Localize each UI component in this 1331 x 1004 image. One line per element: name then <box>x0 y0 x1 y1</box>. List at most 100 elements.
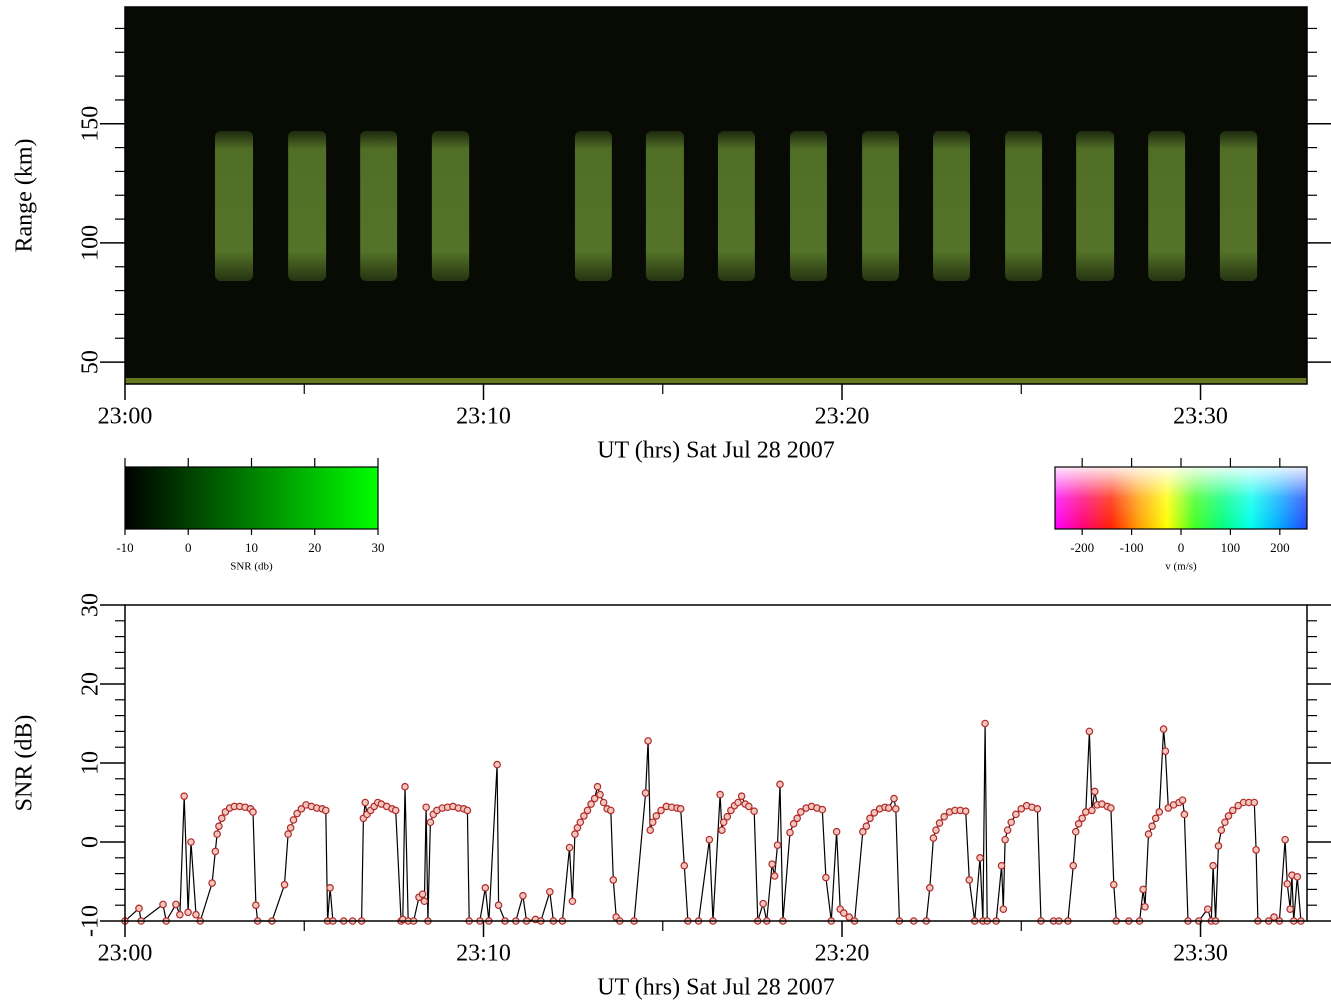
snr-point <box>590 794 599 803</box>
snr-point <box>981 719 989 728</box>
snr-point <box>1250 798 1259 807</box>
snr-point <box>249 808 257 816</box>
snr-point <box>286 823 295 832</box>
snr-point <box>580 812 588 820</box>
snr-point <box>932 826 940 834</box>
echo-region <box>717 130 755 282</box>
snr-point <box>1293 872 1302 881</box>
snr-point <box>1161 747 1170 755</box>
snr-point <box>422 803 430 812</box>
colorbar-tick-label: -200 <box>1070 540 1094 555</box>
snr-point <box>940 812 948 821</box>
colorbar-tick-label: 0 <box>1178 540 1185 555</box>
y-tick-label: 50 <box>78 350 104 374</box>
snr-point <box>1164 804 1173 812</box>
snr-point <box>1139 885 1147 894</box>
snr-point <box>891 805 900 813</box>
x-axis-title: UT (hrs) Sat Jul 28 2007 <box>597 438 835 464</box>
snr-point <box>1085 727 1094 736</box>
snr-point <box>890 794 898 803</box>
snr-point <box>759 899 767 908</box>
snr-point <box>519 891 527 900</box>
snr-point <box>321 806 330 815</box>
snr-point <box>599 798 608 807</box>
snr-point <box>1017 805 1026 813</box>
snr-point <box>997 861 1006 870</box>
snr-point <box>1078 814 1087 823</box>
snr-point <box>646 826 655 834</box>
snr-point <box>789 820 798 828</box>
snr-point <box>965 876 974 884</box>
snr-point <box>822 873 830 882</box>
snr-point <box>159 900 167 909</box>
colorbar-tick-label: -10 <box>116 540 133 555</box>
snr-point <box>648 818 657 827</box>
y-tick-label: 150 <box>78 106 104 142</box>
snr-point <box>1109 880 1118 889</box>
snr-point <box>718 826 726 834</box>
snr-point <box>840 909 848 917</box>
y-tick-label: 30 <box>78 593 104 617</box>
snr-point <box>657 806 665 815</box>
echo-region <box>1148 130 1186 282</box>
snr-point <box>418 890 427 898</box>
snr-point <box>565 843 574 852</box>
snr-point <box>705 835 714 844</box>
snr-point <box>870 808 879 817</box>
snr-point <box>750 807 758 815</box>
y-tick-label: 10 <box>78 751 104 775</box>
x-tick-label: 23:00 <box>98 404 153 430</box>
snr-point <box>546 887 554 896</box>
colorbar-fade <box>1055 467 1307 529</box>
snr-point <box>745 802 753 811</box>
y-tick-label: 100 <box>78 225 104 261</box>
colorbar-label: v (m/s) <box>1165 561 1197 573</box>
snr-point <box>494 901 503 910</box>
snr-point <box>1214 842 1223 850</box>
snr-point <box>652 812 661 820</box>
snr-point <box>1141 902 1149 911</box>
snr-point <box>401 782 409 791</box>
snr-point <box>481 884 490 892</box>
x-tick-label: 23:30 <box>1173 404 1228 430</box>
snr-point <box>1151 814 1160 823</box>
snr-point <box>1003 826 1012 834</box>
snr-point <box>859 827 867 836</box>
y-tick-label: 20 <box>78 672 104 696</box>
snr-point <box>208 879 216 887</box>
snr-point <box>734 798 742 807</box>
snr-point <box>213 830 221 838</box>
snr-point <box>211 847 220 856</box>
snr-point <box>1033 805 1042 813</box>
snr-point <box>961 807 970 815</box>
snr-point <box>716 790 724 799</box>
colorbar-tick-label: -100 <box>1120 540 1144 555</box>
snr-point <box>1069 861 1078 870</box>
snr-point <box>576 818 585 827</box>
snr-point <box>391 806 400 815</box>
snr-point <box>768 860 776 868</box>
snr-point <box>176 910 184 919</box>
snr-point <box>571 830 579 838</box>
snr-point <box>192 910 200 919</box>
snr-point <box>680 861 689 870</box>
snr-point <box>252 901 260 910</box>
snr-point <box>1155 808 1164 816</box>
echo-region <box>360 130 398 282</box>
snr-point <box>935 819 944 827</box>
snr-point <box>135 904 143 913</box>
snr-point <box>796 808 805 816</box>
snr-point <box>297 805 306 813</box>
snr-point <box>862 822 871 831</box>
snr-point <box>641 789 650 797</box>
snr-point <box>1180 810 1189 819</box>
snr-point <box>609 876 618 884</box>
snr-point <box>583 806 592 815</box>
x-axis-title: UT (hrs) Sat Jul 28 2007 <box>597 975 835 1001</box>
snr-point <box>280 880 289 889</box>
echo-region <box>790 130 827 282</box>
colorbar <box>125 467 378 529</box>
snr-point <box>1281 835 1289 844</box>
snr-point <box>172 900 180 909</box>
